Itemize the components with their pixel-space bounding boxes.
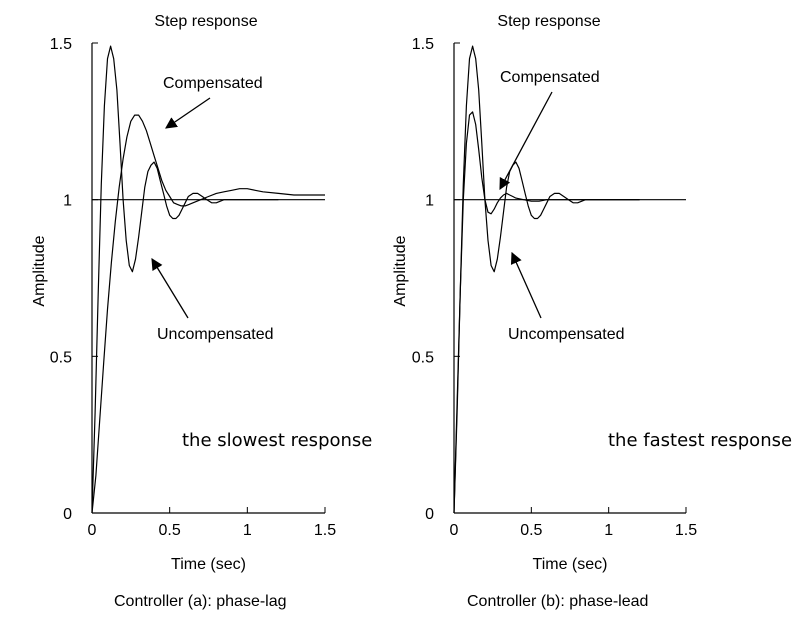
y-tick-label: 1 [425, 193, 434, 210]
caption-phase-lead: Controller (b): phase-lead [467, 593, 649, 610]
annotation-compensated-arrow [499, 91, 553, 191]
y-tick-label: 1 [63, 193, 72, 210]
x-tick-label: 1 [243, 522, 252, 539]
annotation-compensated-label: Compensated [163, 75, 263, 92]
chart-title: Step response [154, 13, 257, 30]
y-axis-label: Amplitude [31, 235, 48, 306]
series-line-compensated [91, 114, 325, 514]
y-tick-label: 1.5 [412, 36, 434, 53]
y-tick-label: 0.5 [412, 349, 434, 366]
x-axis-label: Time (sec) [533, 556, 608, 573]
y-axis-label: Amplitude [392, 235, 409, 306]
series-line-uncompensated [91, 45, 279, 514]
chart-phase-lead: Step response 0 0.5 1 1.5 0 0.5 1 1.5 Time (sec) A… [392, 13, 697, 573]
x-tick-label: 0.5 [520, 522, 542, 539]
series-line-compensated [453, 111, 640, 514]
note-slowest-response: the slowest response [182, 430, 373, 451]
x-tick-label: 1 [604, 522, 613, 539]
annotation-uncompensated-label: Uncompensated [157, 326, 274, 343]
note-fastest-response: the fastest response [608, 430, 793, 451]
x-tick-label: 0 [450, 522, 459, 539]
annotation-uncompensated-label: Uncompensated [508, 326, 625, 343]
y-tick-label: 1.5 [50, 36, 72, 53]
y-tick-label: 0 [63, 506, 72, 523]
chart-phase-lag: Step response 0 0.5 1 1.5 0 0.5 1 1.5 Time (sec) A… [31, 13, 336, 573]
x-tick-label: 0 [88, 522, 97, 539]
series-line-uncompensated [453, 45, 640, 514]
annotation-uncompensated-arrow [510, 251, 542, 319]
annotation-uncompensated-arrow [151, 258, 189, 319]
annotation-compensated-label: Compensated [500, 69, 600, 86]
y-tick-label: 0.5 [50, 349, 72, 366]
x-tick-label: 0.5 [159, 522, 181, 539]
y-tick-label: 0 [425, 506, 434, 523]
x-tick-label: 1.5 [675, 522, 697, 539]
x-axis-label: Time (sec) [171, 556, 246, 573]
caption-phase-lag: Controller (a): phase-lag [114, 593, 287, 610]
annotation-compensated-arrow [165, 97, 211, 129]
x-tick-label: 1.5 [314, 522, 336, 539]
chart-title: Step response [497, 13, 600, 30]
